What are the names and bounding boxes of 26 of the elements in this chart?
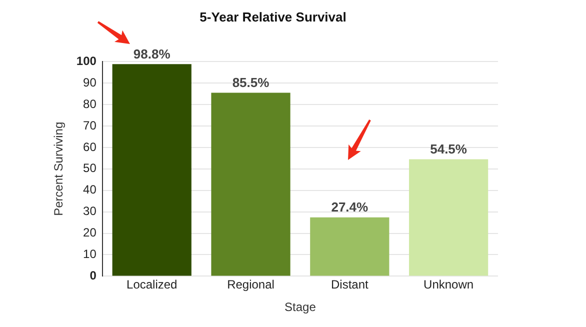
x-tick-label: Regional (227, 278, 274, 292)
x-axis-title: Stage (284, 300, 316, 314)
y-tick-label: 70 (83, 118, 97, 132)
y-tick-label: 60 (83, 140, 97, 154)
y-tick-label: 0 (90, 268, 97, 283)
bar (408, 159, 488, 276)
y-tick-label: 30 (83, 204, 97, 218)
x-tick-label: Unknown (424, 278, 474, 292)
data-label: 98.8% (133, 46, 171, 62)
y-tick-label: 20 (83, 226, 97, 240)
y-tick-label: 80 (83, 96, 97, 111)
bar (310, 217, 390, 276)
bar (112, 64, 192, 276)
y-axis-title: Percent Surviving (52, 122, 66, 216)
x-tick-label: Localized (126, 278, 178, 292)
y-tick-label: 90 (83, 75, 97, 90)
data-label: 85.5% (232, 74, 270, 90)
chart-title: 5-Year Relative Survival (200, 9, 346, 24)
data-label: 54.5% (430, 141, 468, 156)
y-tick-label: 50 (83, 161, 97, 176)
y-tick-label: 10 (83, 247, 97, 262)
x-tick-label: Distant (330, 278, 369, 292)
data-label: 27.4% (331, 199, 369, 214)
y-tick-label: 40 (83, 182, 97, 197)
y-tick-label: 100 (76, 54, 97, 68)
bar (211, 92, 290, 276)
